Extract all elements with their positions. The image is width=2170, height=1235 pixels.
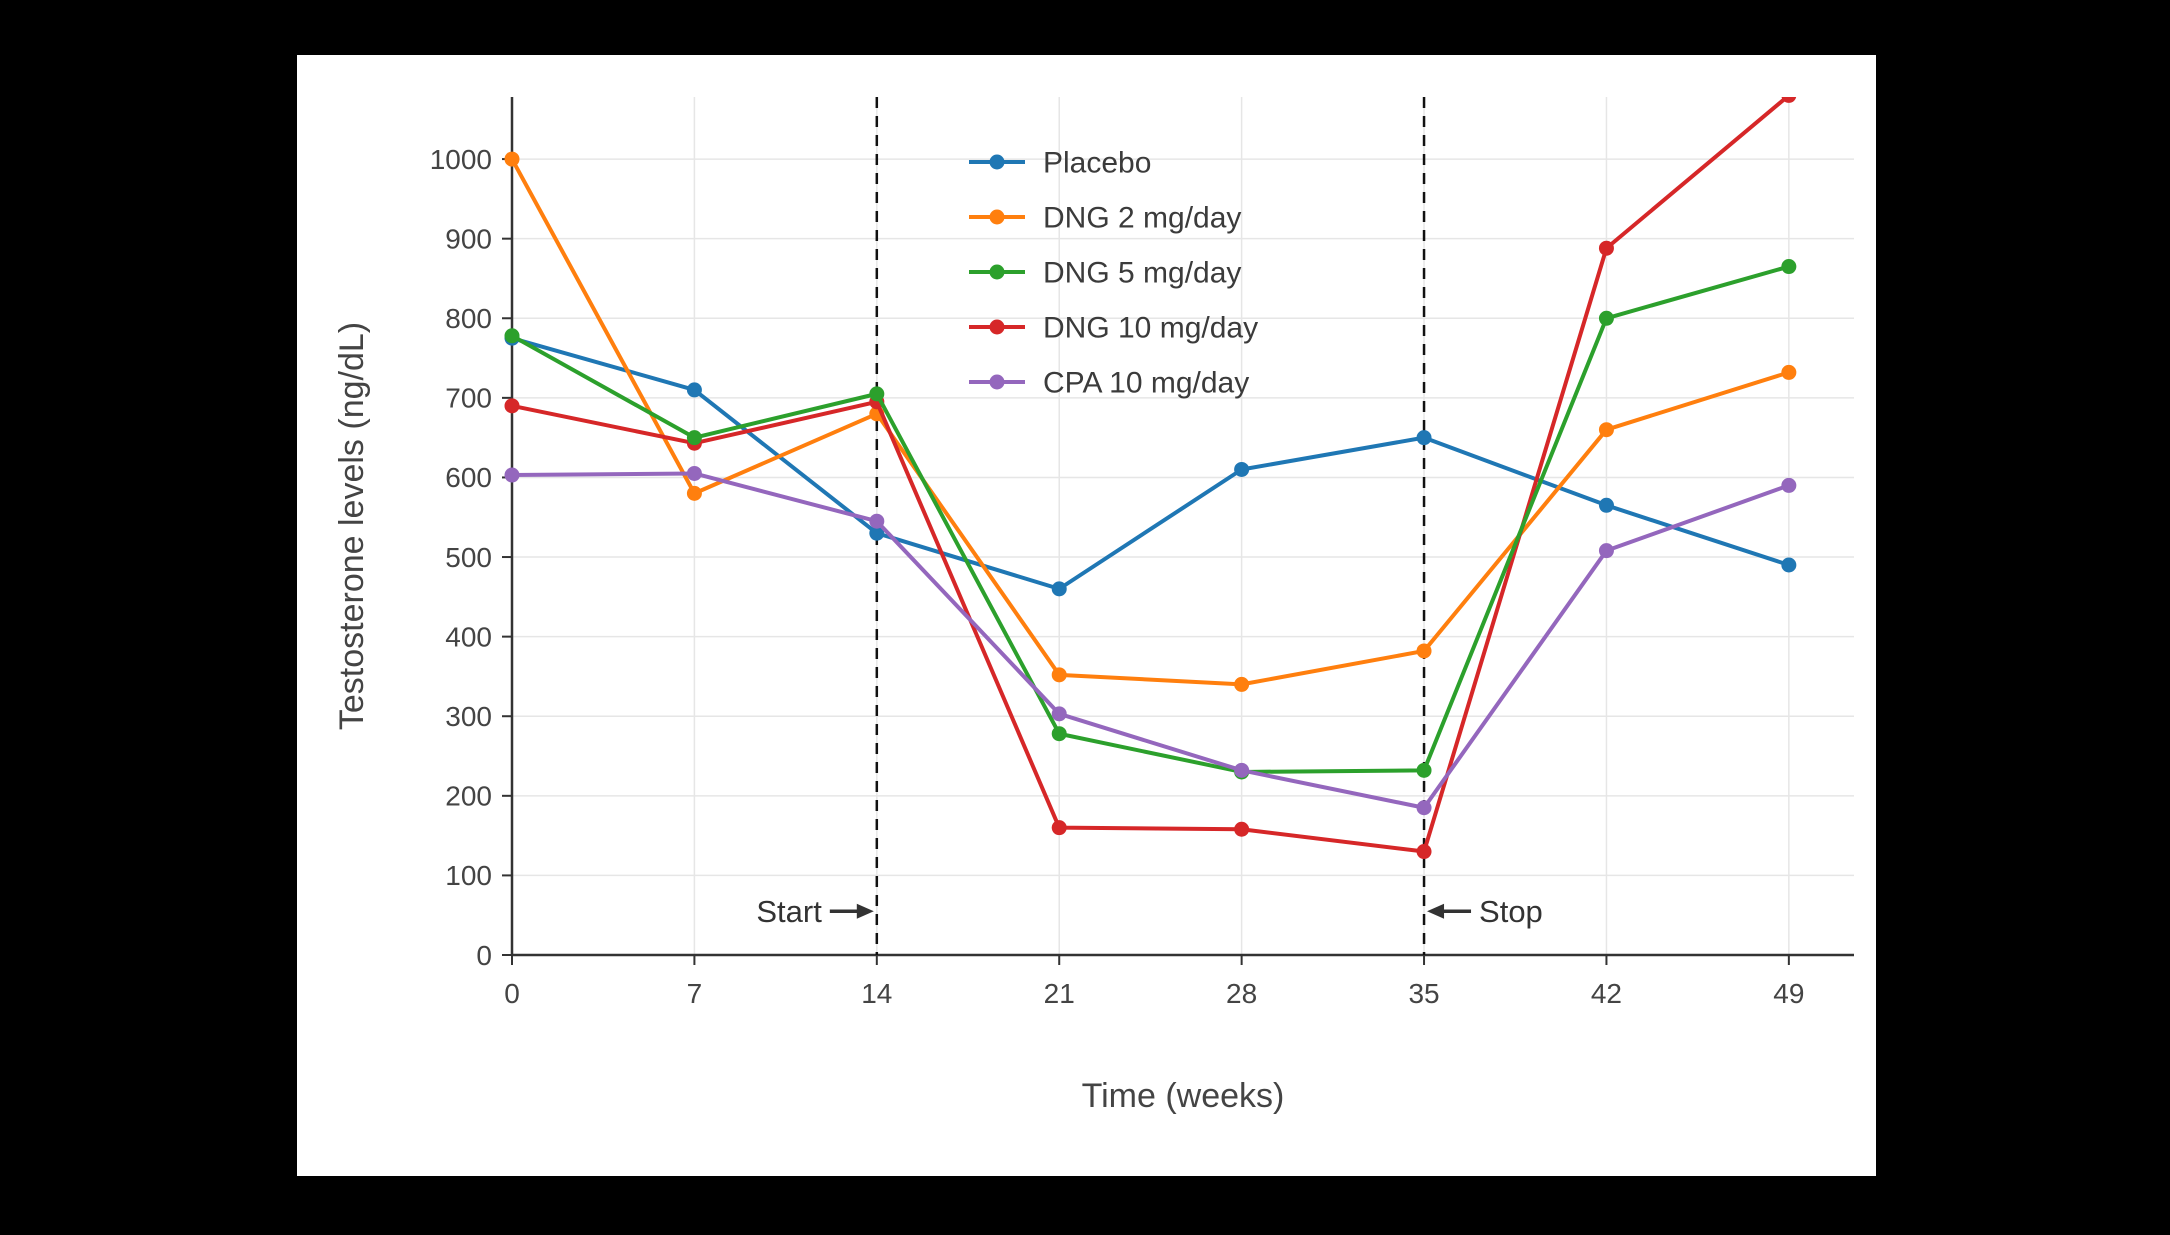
y-tick-label: 100 [445,860,492,891]
legend-item-dng-2-mg-day[interactable]: DNG 2 mg/day [969,202,1241,235]
data-point [1598,240,1614,256]
annotation-arrowhead [856,903,874,919]
data-point [1781,259,1797,275]
data-point [1234,676,1250,692]
data-point [686,465,702,481]
x-tick-label: 0 [504,978,520,1009]
data-point [1416,430,1432,446]
data-point [1234,762,1250,778]
data-point [1234,821,1250,837]
legend-item-placebo[interactable]: Placebo [969,147,1151,180]
y-tick-label: 300 [445,701,492,732]
series-placebo [504,330,1797,597]
y-tick-label: 800 [445,303,492,334]
data-point [504,398,520,414]
data-point [1051,820,1067,836]
annotation-stop: Stop [1427,894,1543,929]
data-point [1051,581,1067,597]
x-tick-label: 21 [1044,978,1075,1009]
series-cpa-10-mg-day [504,465,1797,816]
series-line [510,97,1791,854]
data-point [686,485,702,501]
legend-marker [989,264,1005,280]
data-point [869,525,885,541]
y-tick-label: 900 [445,223,492,254]
data-point [869,386,885,402]
legend-item-dng-5-mg-day[interactable]: DNG 5 mg/day [969,257,1241,290]
y-tick-label: 400 [445,621,492,652]
legend-marker [989,154,1005,170]
chart-panel: 0 100 200 300 400 500 600 700 800 900 1000 0 7 14 21 28… [297,55,1876,1176]
data-point [1781,557,1797,573]
data-point [686,430,702,446]
legend-label: DNG 10 mg/day [1043,312,1258,345]
legend-label: DNG 2 mg/day [1043,202,1241,235]
series-line [510,471,1791,810]
legend-label: DNG 5 mg/day [1043,257,1241,290]
legend-label: Placebo [1043,147,1151,180]
data-point [1781,97,1797,103]
y-tick-label: 0 [476,940,492,971]
legend-item-cpa-10-mg-day[interactable]: CPA 10 mg/day [969,367,1249,400]
data-point [1598,310,1614,326]
data-point [1598,543,1614,559]
data-point [1781,477,1797,493]
series-line [510,264,1791,774]
annotation-label: Stop [1479,894,1543,929]
x-tick-label: 49 [1773,978,1804,1009]
legend-marker [989,209,1005,225]
data-point [686,382,702,398]
data-point [1416,762,1432,778]
x-tick-label: 7 [687,978,703,1009]
x-axis-title: Time (weeks) [1082,1077,1285,1115]
data-point [1234,461,1250,477]
data-point [1416,844,1432,860]
data-point [1416,800,1432,816]
x-tick-label: 42 [1591,978,1622,1009]
data-point [1416,643,1432,659]
data-point [1051,667,1067,683]
legend-label: CPA 10 mg/day [1043,367,1249,400]
y-tick-label: 700 [445,383,492,414]
annotation-label: Start [756,894,822,929]
y-tick-label: 200 [445,781,492,812]
data-point [504,467,520,483]
series-line [510,336,1791,591]
annotation-start: Start [756,894,874,929]
data-point [869,513,885,529]
data-point [504,151,520,167]
data-point [1598,422,1614,438]
x-tick-label: 28 [1226,978,1257,1009]
series-line [510,157,1791,687]
data-point [504,328,520,344]
data-point [1781,364,1797,380]
annotation-arrowhead [1427,903,1445,919]
y-tick-label: 1000 [430,144,492,175]
y-axis-title: Testosterone levels (ng/dL) [333,322,371,730]
legend-marker [989,374,1005,390]
y-tick-label: 600 [445,462,492,493]
data-point [1051,706,1067,722]
x-tick-label: 35 [1408,978,1439,1009]
line-chart: 0 100 200 300 400 500 600 700 800 900 1000 0 7 14 21 28… [333,97,1854,1115]
legend: Placebo DNG 2 mg/day DNG 5 mg/day DNG 10 mg… [969,147,1258,400]
x-tick-label: 14 [861,978,892,1009]
data-point [1051,726,1067,742]
legend-marker [989,319,1005,335]
data-point [1598,497,1614,513]
y-tick-label: 500 [445,542,492,573]
legend-item-dng-10-mg-day[interactable]: DNG 10 mg/day [969,312,1258,345]
